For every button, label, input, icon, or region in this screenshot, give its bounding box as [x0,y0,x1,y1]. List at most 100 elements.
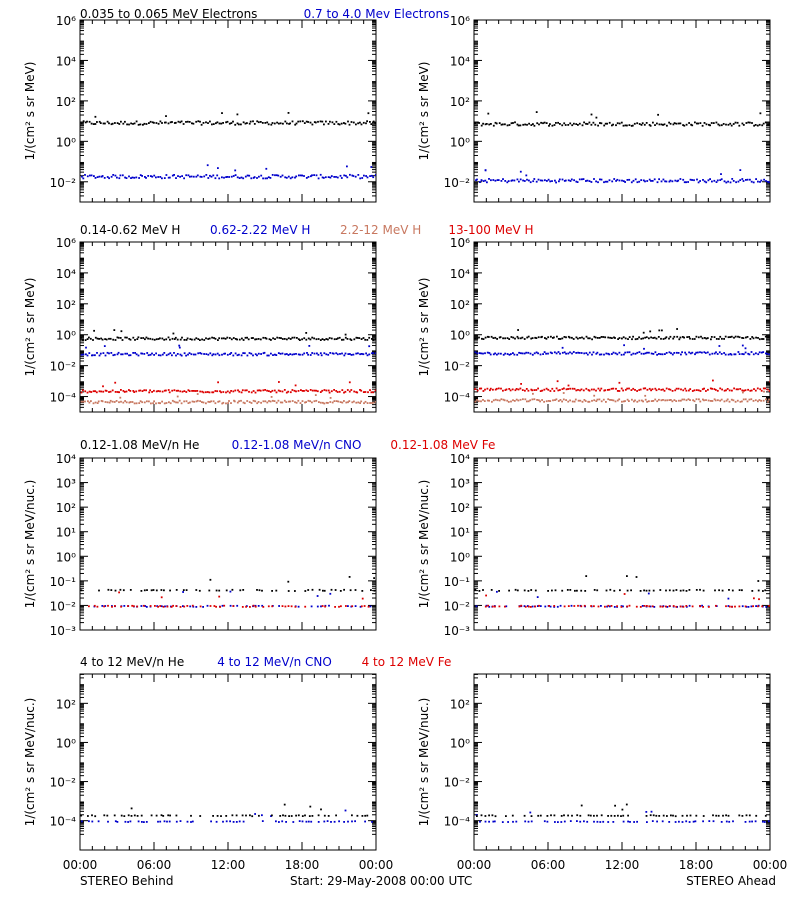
data-point [240,123,242,126]
legend-heavy-ions-high-1: 4 to 12 MeV/n CNO [217,655,332,669]
data-point [99,122,102,124]
data-point [633,400,635,403]
data-point [237,389,239,392]
data-point [500,123,503,126]
data-point [722,123,725,125]
data-point [646,180,649,182]
data-point [607,352,610,355]
data-point [163,352,166,354]
data-point [618,398,621,401]
data-point [110,123,113,126]
data-point [121,174,124,177]
data-point [675,605,678,608]
legend-heavy-ions-low-2: 0.12-1.08 MeV Fe [390,438,495,452]
data-point [690,123,692,126]
data-point [165,115,167,117]
data-point [515,398,518,401]
data-point [168,176,171,179]
data-point [128,123,130,126]
data-point [481,337,483,340]
data-point [675,122,678,125]
data-point [329,176,332,179]
data-point [502,178,504,180]
data-point [245,605,247,608]
data-point [623,593,626,595]
data-point [309,389,312,391]
data-point [579,814,582,817]
data-point [636,400,639,403]
data-point [127,821,129,823]
data-point [271,605,274,608]
data-point [221,402,224,405]
data-point [526,400,528,403]
data-point [130,177,132,179]
data-point [307,353,309,356]
data-point [646,400,649,403]
data-point [681,398,684,401]
data-point [575,123,578,125]
data-point [753,124,755,127]
data-point [314,394,317,396]
data-point [616,353,619,356]
data-point [561,400,563,403]
data-point [364,338,367,341]
data-point [277,389,280,392]
data-point [598,337,601,339]
data-point [192,122,195,125]
data-point [208,337,211,340]
data-point [688,122,690,124]
data-point [179,175,181,178]
data-point [191,390,193,392]
data-point [689,178,692,181]
data-point [673,122,676,124]
data-point [636,390,638,392]
data-point [681,351,683,354]
data-point [118,401,120,404]
data-point [173,352,175,354]
data-point [173,400,176,403]
y-tick-label: 10⁶ [450,14,470,28]
data-point [725,605,727,608]
data-point [679,399,682,402]
data-point [132,352,135,354]
data-point [474,589,477,591]
data-point [759,181,761,183]
data-point [223,604,226,607]
data-point [250,352,253,355]
data-point [362,121,365,124]
data-point [756,124,759,127]
data-point [160,814,163,817]
data-point [344,122,347,125]
data-point [720,353,723,355]
data-point [491,400,493,403]
data-point [645,122,648,124]
data-point [559,389,561,391]
data-point [583,352,586,355]
data-point [679,589,682,592]
data-point [199,400,201,402]
data-point [527,590,530,592]
data-point [685,605,688,608]
data-point [519,387,522,390]
data-point [241,606,244,608]
data-point [252,604,255,607]
data-point [159,390,161,393]
data-point [218,337,221,340]
data-point [693,400,696,403]
data-point [269,400,272,403]
data-point [627,338,629,340]
data-point [574,589,576,592]
data-point [199,120,201,123]
data-point [521,352,524,355]
data-point [549,390,552,392]
data-point [88,336,90,339]
data-point [191,820,194,823]
data-point [734,400,737,403]
data-point [694,820,697,823]
data-point [372,391,375,394]
data-point [236,604,239,607]
data-point [130,815,133,817]
data-point [559,338,562,340]
data-point [236,176,239,179]
data-point [211,391,214,394]
